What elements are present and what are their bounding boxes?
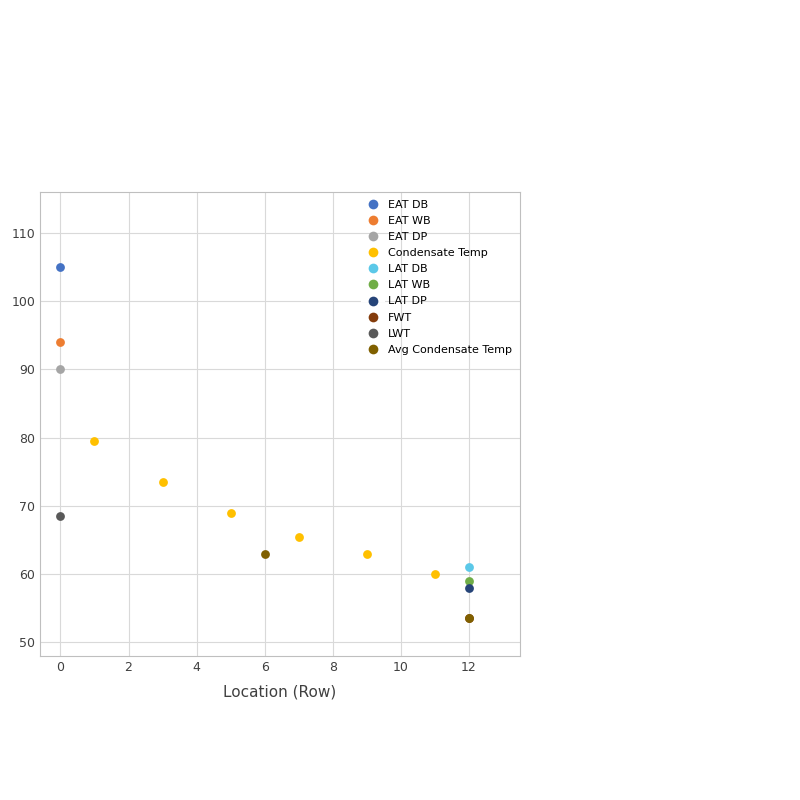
Condensate Temp xyxy=(361,547,374,560)
Avg Condensate Temp xyxy=(462,612,475,625)
EAT WB xyxy=(54,336,67,349)
EAT DB xyxy=(54,261,67,274)
X-axis label: Location (Row): Location (Row) xyxy=(223,685,337,700)
LAT WB xyxy=(462,574,475,587)
Condensate Temp xyxy=(88,434,101,447)
Legend: EAT DB, EAT WB, EAT DP, Condensate Temp, LAT DB, LAT WB, LAT DP, FWT, LWT, Avg C: EAT DB, EAT WB, EAT DP, Condensate Temp,… xyxy=(357,195,517,359)
Condensate Temp xyxy=(292,530,305,543)
Condensate Temp xyxy=(224,506,237,519)
EAT DP xyxy=(54,363,67,376)
LWT xyxy=(54,510,67,522)
Condensate Temp xyxy=(156,475,169,488)
FWT xyxy=(462,612,475,625)
Condensate Temp xyxy=(429,568,442,581)
LAT DP xyxy=(462,582,475,594)
Avg Condensate Temp xyxy=(258,547,271,560)
LAT DB xyxy=(462,561,475,574)
